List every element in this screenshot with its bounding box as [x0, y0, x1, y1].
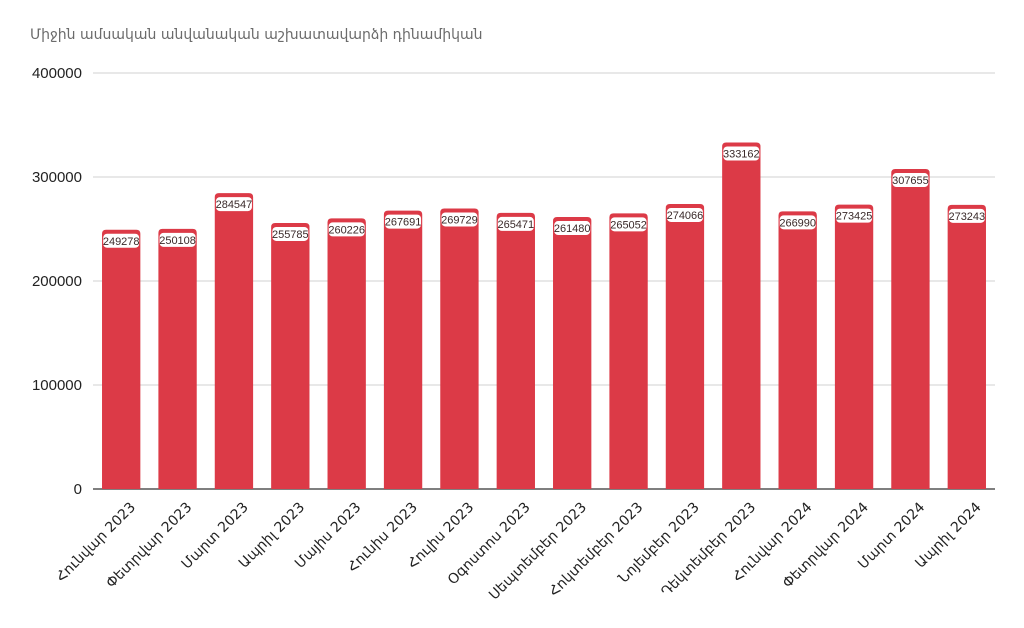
- bar: [440, 208, 479, 489]
- bar: [778, 211, 817, 490]
- bar: [553, 217, 592, 490]
- x-tick-label: Հոկտեմբեր 2023: [546, 499, 646, 599]
- data-label-background: [159, 232, 196, 247]
- bar: [102, 229, 141, 489]
- data-label-background: [554, 221, 591, 236]
- bar: [158, 228, 197, 489]
- y-axis-ticks: 0 100000 200000 300000 400000: [32, 65, 82, 498]
- data-label: 284547: [216, 199, 253, 211]
- bar: [271, 222, 310, 490]
- data-label-background: [441, 212, 478, 227]
- bar: [327, 218, 366, 489]
- data-label-background: [328, 222, 365, 237]
- data-label: 249278: [103, 236, 140, 248]
- data-label: 269729: [441, 214, 478, 226]
- data-label-background: [666, 207, 703, 222]
- bar: [665, 203, 705, 489]
- y-tick-label: 0: [74, 481, 82, 498]
- bars: [102, 142, 986, 490]
- data-label: 260226: [328, 224, 365, 236]
- bar: [383, 210, 423, 489]
- data-label: 265471: [497, 219, 534, 231]
- data-label-background: [892, 173, 929, 188]
- data-label-background: [610, 217, 647, 232]
- data-label-background: [103, 233, 140, 248]
- bar: [947, 204, 986, 490]
- bar: [722, 142, 761, 489]
- data-label-background: [836, 208, 873, 223]
- data-label: 250108: [159, 235, 196, 247]
- x-tick-label: Սեպտեմբեր 2023: [486, 499, 590, 603]
- data-label: 261480: [554, 223, 591, 235]
- data-label-background: [385, 214, 422, 229]
- bar: [496, 212, 535, 489]
- y-tick-label: 200000: [32, 273, 82, 290]
- bar: [214, 193, 254, 490]
- data-label-background: [272, 226, 309, 241]
- data-label: 273425: [836, 211, 873, 223]
- data-label-background: [215, 197, 252, 212]
- bar: [834, 204, 874, 489]
- y-tick-label: 100000: [32, 377, 82, 394]
- data-label: 266990: [779, 217, 816, 229]
- data-label-background: [779, 215, 816, 230]
- data-label: 333162: [723, 149, 760, 161]
- data-label-background: [948, 208, 985, 223]
- data-label: 265052: [610, 219, 647, 231]
- y-tick-label: 300000: [32, 169, 82, 186]
- data-labels: 249278 250108 284547 255785 260226 267691 2697…: [103, 146, 985, 248]
- data-label: 255785: [272, 229, 309, 241]
- data-label: 274066: [667, 210, 704, 222]
- data-label: 307655: [892, 175, 929, 187]
- data-label: 273243: [948, 211, 985, 223]
- bar: [609, 213, 648, 489]
- y-tick-label: 400000: [32, 65, 82, 82]
- chart-title: Միջին ամսական անվանական աշխատավարձի դինա…: [30, 27, 483, 43]
- data-label: 267691: [385, 217, 422, 229]
- bar: [891, 169, 930, 489]
- data-label-background: [497, 216, 534, 231]
- data-label-background: [723, 146, 760, 161]
- x-tick-label: Դեկտեմբեր 2023: [658, 499, 759, 600]
